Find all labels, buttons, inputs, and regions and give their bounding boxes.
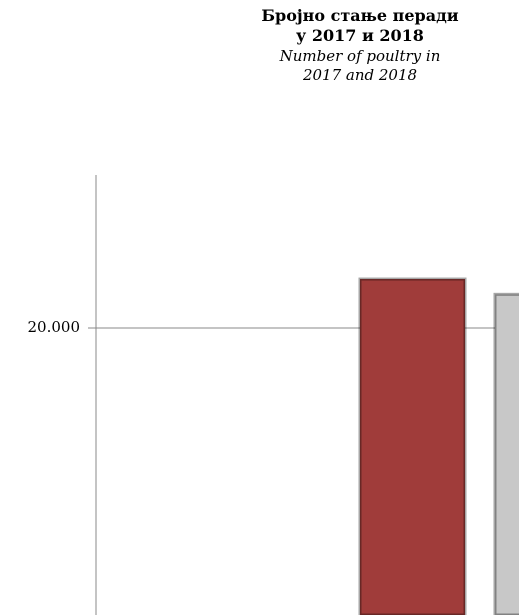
chart-subtitle: Number of poultry in 2017 and 2018: [279, 47, 441, 84]
bar: [493, 292, 519, 615]
y-tick-label: 20.000: [28, 318, 81, 336]
bar: [358, 277, 467, 615]
chart-title: Бројно стање перади у 2017 и 2018: [261, 6, 459, 45]
